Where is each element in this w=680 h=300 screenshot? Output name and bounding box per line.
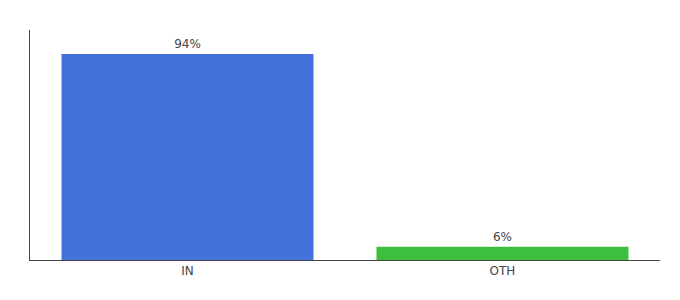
- svg-text:OTH: OTH: [490, 264, 516, 278]
- svg-text:IN: IN: [181, 264, 194, 278]
- svg-text:94%: 94%: [174, 37, 201, 51]
- svg-text:6%: 6%: [493, 230, 512, 244]
